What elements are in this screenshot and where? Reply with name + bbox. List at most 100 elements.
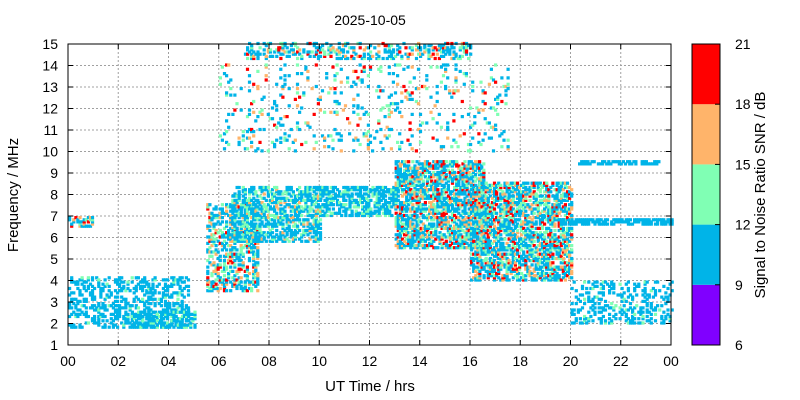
- data-point: [513, 267, 517, 271]
- data-point: [403, 164, 407, 168]
- data-point: [107, 289, 111, 293]
- data-point: [453, 201, 457, 205]
- data-point: [591, 218, 595, 222]
- data-point: [413, 170, 417, 175]
- data-point: [497, 183, 501, 187]
- data-point: [561, 261, 565, 265]
- data-point: [455, 185, 459, 190]
- data-point: [553, 267, 557, 271]
- data-point: [262, 209, 266, 213]
- data-point: [409, 190, 413, 194]
- data-point: [474, 220, 478, 224]
- data-point: [570, 276, 574, 280]
- data-point: [568, 209, 572, 213]
- data-point: [145, 325, 149, 329]
- data-point: [601, 293, 605, 297]
- data-point: [520, 224, 524, 228]
- data-point: [561, 188, 565, 192]
- data-point: [551, 224, 555, 228]
- data-point: [448, 196, 452, 200]
- data-point: [534, 226, 538, 230]
- data-point: [97, 314, 101, 319]
- data-point: [505, 231, 509, 235]
- data-point: [607, 160, 611, 164]
- data-point: [383, 198, 388, 202]
- data-point: [538, 248, 542, 252]
- data-point: [495, 198, 499, 202]
- data-point: [99, 289, 103, 293]
- data-point: [254, 209, 258, 213]
- data-point: [524, 231, 528, 235]
- data-point: [155, 325, 159, 329]
- data-point: [214, 222, 218, 226]
- data-point: [536, 207, 540, 211]
- data-point: [358, 192, 363, 196]
- data-point: [430, 164, 434, 168]
- data-point: [524, 254, 528, 258]
- data-point: [264, 209, 268, 213]
- data-point: [346, 192, 350, 196]
- data-point: [540, 278, 545, 282]
- data-point: [476, 160, 480, 164]
- data-point: [495, 226, 499, 230]
- data-point: [469, 198, 473, 202]
- data-points: [68, 41, 674, 329]
- data-point: [505, 271, 509, 276]
- data-point: [482, 276, 486, 280]
- data-point: [455, 216, 459, 220]
- data-point: [166, 304, 170, 308]
- data-point: [511, 220, 515, 224]
- data-point: [553, 265, 557, 269]
- data-point: [310, 216, 314, 220]
- data-point: [465, 226, 469, 230]
- data-point: [555, 237, 559, 241]
- data-point: [273, 237, 277, 241]
- data-point: [482, 201, 486, 205]
- data-point: [419, 237, 423, 241]
- data-point: [572, 222, 576, 226]
- data-point: [239, 252, 243, 256]
- data-point: [176, 291, 180, 295]
- data-point: [497, 222, 501, 226]
- data-point: [216, 256, 220, 261]
- data-point: [455, 177, 459, 181]
- data-point: [476, 166, 480, 170]
- data-point: [430, 243, 434, 248]
- data-point: [163, 284, 168, 288]
- data-point: [432, 211, 436, 215]
- data-point: [540, 271, 545, 276]
- data-point: [293, 205, 298, 209]
- data-point: [216, 216, 220, 220]
- data-point: [329, 190, 333, 194]
- data-point: [430, 239, 434, 243]
- data-point: [252, 231, 256, 235]
- data-point: [394, 181, 398, 185]
- data-point: [524, 190, 528, 194]
- data-point: [620, 220, 624, 224]
- data-point: [559, 185, 563, 190]
- data-point: [163, 308, 168, 312]
- data-point: [513, 203, 517, 207]
- data-point: [80, 325, 84, 329]
- data-point: [258, 207, 262, 211]
- data-point: [329, 213, 333, 218]
- data-point: [325, 192, 329, 196]
- data-point: [478, 276, 482, 280]
- data-point: [559, 228, 563, 233]
- data-point: [333, 196, 337, 200]
- data-point: [538, 213, 542, 218]
- data-point: [413, 185, 417, 190]
- data-point: [68, 304, 72, 308]
- data-point: [394, 220, 398, 224]
- data-point: [518, 218, 522, 222]
- data-point: [367, 201, 371, 205]
- data-point: [415, 168, 419, 172]
- data-point: [143, 325, 147, 329]
- data-point: [472, 196, 476, 200]
- data-point: [126, 302, 130, 306]
- data-point: [82, 222, 86, 226]
- data-point: [459, 226, 463, 230]
- data-point: [220, 231, 224, 235]
- data-point: [509, 216, 513, 220]
- data-point: [113, 317, 118, 321]
